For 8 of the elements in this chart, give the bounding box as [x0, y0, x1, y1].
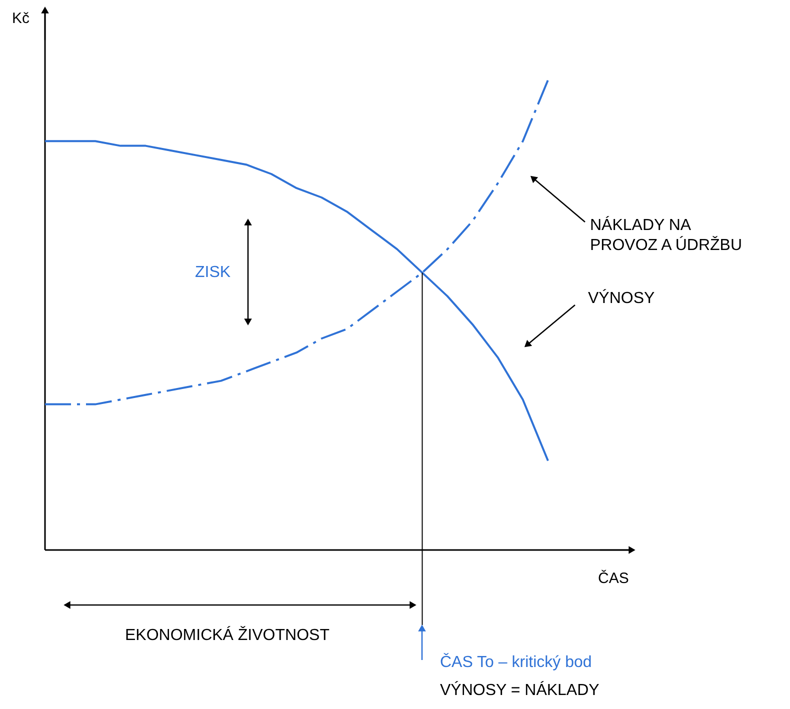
- text: NÁKLADY NA PROVOZ A ÚDRŽBU: [590, 216, 742, 254]
- text: VÝNOSY = NÁKLADY: [440, 681, 600, 699]
- text: ČAS To – kritický bod: [440, 653, 592, 671]
- annotation: ZISK: [195, 264, 231, 281]
- x-axis-title: ČAS: [598, 569, 629, 587]
- text: VÝNOSY: [588, 289, 656, 307]
- y-axis-title: Kč: [12, 10, 30, 27]
- text: EKONOMICKÁ ŽIVOTNOST: [125, 626, 330, 644]
